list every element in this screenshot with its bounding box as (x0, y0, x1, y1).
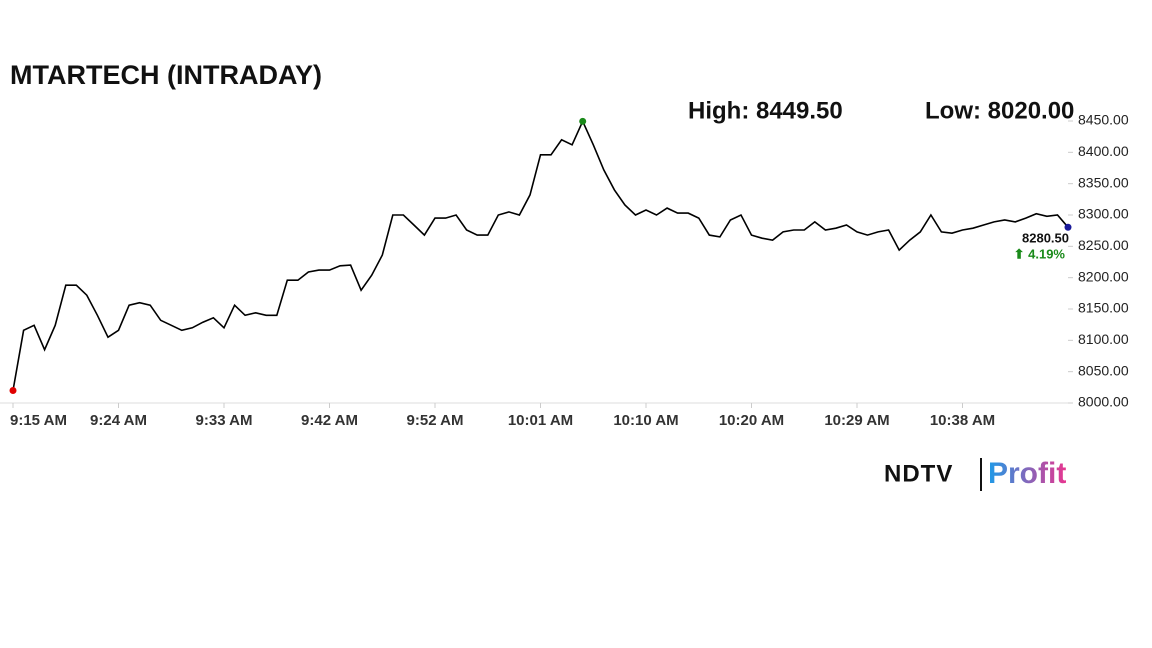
x-tick-label: 10:01 AM (508, 412, 573, 429)
price-line (12, 119, 1069, 391)
chart-title: MTARTECH (INTRADAY) (10, 60, 322, 90)
high-dot (579, 117, 587, 125)
x-tick-label: 9:24 AM (90, 412, 147, 429)
y-tick-label: 8050.00 (1078, 362, 1129, 378)
x-tick-label: 10:29 AM (824, 412, 889, 429)
y-tick-label: 8250.00 (1078, 237, 1129, 253)
logo-profit: Profit (988, 457, 1066, 490)
logo-ndtv: NDTV (884, 460, 953, 487)
x-tick-label: 10:10 AM (613, 412, 678, 429)
y-tick-label: 8400.00 (1078, 143, 1129, 159)
change-label: ⬆ 4.19% (1014, 246, 1066, 261)
x-tick-label: 9:33 AM (196, 412, 253, 429)
x-tick-label: 10:38 AM (930, 412, 995, 429)
x-tick-label: 9:15 AM (10, 412, 67, 429)
high-label: High: 8449.50 (688, 97, 843, 124)
x-tick-label: 10:20 AM (719, 412, 784, 429)
low-label: Low: 8020.00 (925, 97, 1074, 124)
y-tick-label: 8200.00 (1078, 268, 1129, 284)
y-tick-label: 8450.00 (1078, 112, 1129, 128)
x-tick-label: 9:42 AM (301, 412, 358, 429)
y-tick-label: 8100.00 (1078, 331, 1129, 347)
x-tick-label: 9:52 AM (407, 412, 464, 429)
last-dot (1064, 223, 1072, 231)
y-tick-label: 8300.00 (1078, 206, 1129, 222)
y-tick-label: 8350.00 (1078, 174, 1129, 190)
last-price: 8280.50 (1022, 230, 1069, 245)
y-tick-label: 8150.00 (1078, 300, 1129, 316)
low-dot (9, 386, 17, 394)
y-tick-label: 8000.00 (1078, 394, 1129, 410)
